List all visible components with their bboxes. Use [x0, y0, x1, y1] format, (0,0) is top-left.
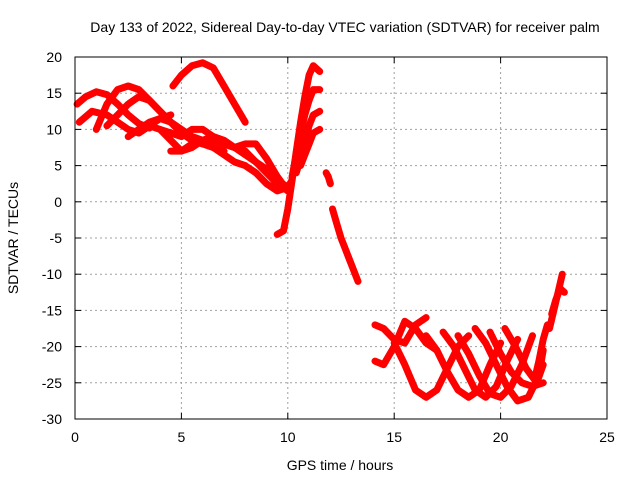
y-tick-label: -25	[42, 375, 62, 391]
x-axis-title: GPS time / hours	[287, 457, 394, 473]
x-tick-label: 10	[280, 429, 296, 445]
y-tick-label: 0	[54, 194, 62, 210]
x-tick-label: 25	[599, 429, 615, 445]
series-line-sat-w	[486, 328, 547, 390]
series-line-sat-s	[422, 332, 505, 401]
data-series	[73, 59, 568, 405]
series-line-sat-h	[167, 136, 296, 195]
y-tick-label: -5	[50, 230, 63, 246]
y-axis-title: SDTVAR / TECUs	[5, 182, 21, 294]
x-tick-label: 0	[71, 429, 79, 445]
y-tick-label: -30	[42, 411, 62, 427]
y-tick-label: 20	[46, 49, 62, 65]
y-tick-label: -20	[42, 339, 62, 355]
series-line-sat-i	[169, 59, 249, 126]
y-tick-label: -10	[42, 266, 62, 282]
y-tick-label: -15	[42, 302, 62, 318]
series-line-sat-g	[156, 125, 292, 195]
y-tick-label: 15	[46, 85, 62, 101]
x-tick-label: 15	[386, 429, 402, 445]
y-tick-label: 10	[46, 121, 62, 137]
series-line-sat-q	[371, 317, 441, 369]
axis-ticks: 0 5 10 15 20 25 -30 -25 -20 -15 -10 -5 0 5 10 15 20	[42, 49, 615, 445]
series-line-sat-n	[322, 169, 334, 188]
y-tick-label: 5	[54, 158, 62, 174]
series-line-sat-u	[454, 332, 536, 401]
x-tick-label: 5	[178, 429, 186, 445]
series-line-sat-x	[501, 325, 547, 387]
chart-title: Day 133 of 2022, Sidereal Day-to-day VTE…	[90, 19, 599, 35]
series-line-sat-m	[297, 125, 324, 170]
series-line-sat-aa	[548, 285, 568, 318]
series-line-sat-y	[531, 321, 551, 383]
series-line-sat-k	[288, 86, 324, 180]
x-tick-label: 20	[493, 429, 509, 445]
series-line-sat-o	[329, 205, 362, 285]
